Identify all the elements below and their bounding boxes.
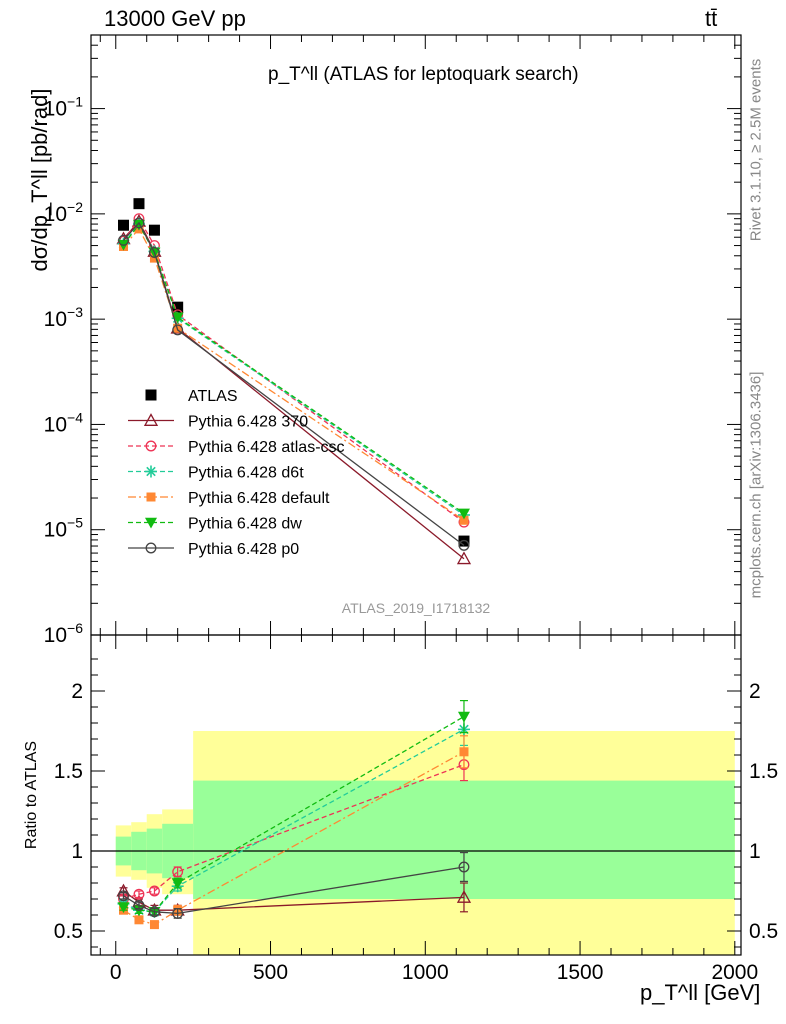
ratio-tick-label-right: 1 (749, 840, 761, 863)
series-p370 (116, 213, 472, 565)
tick-label: 10−6 (44, 620, 84, 647)
legend-marker (145, 440, 157, 452)
ratio-point (457, 711, 470, 723)
legend-item: ATLAS (145, 388, 238, 405)
x-axis-title: p_T^ll [GeV] (640, 980, 761, 1005)
plot-title: p_T^ll (ATLAS for leptoquark search) (268, 64, 579, 85)
legend-marker (146, 492, 156, 502)
data-point (118, 234, 129, 246)
series-line (123, 227, 465, 521)
ratio-point (117, 902, 130, 913)
legend-item: Pythia 6.428 p0 (128, 541, 299, 558)
ratio-point (458, 861, 470, 873)
ratio-point (459, 747, 469, 757)
ratio-line (123, 716, 465, 913)
analysis-label: ATLAS_2019_I1718132 (341, 600, 491, 616)
data-point (172, 301, 184, 313)
ratio-series-p0 (118, 851, 470, 919)
data-point (456, 551, 472, 565)
x-axis: 0 500 1000 1500 2000 (99, 35, 758, 984)
series-line (123, 220, 465, 560)
legend-label: Pythia 6.428 atlas-csc (188, 439, 345, 456)
process-label: tt̄ (705, 6, 718, 31)
legend-label: Pythia 6.428 d6t (188, 465, 304, 482)
x-tick-label: 2000 (711, 961, 758, 984)
ratio-point (134, 915, 144, 925)
legend-marker (145, 517, 157, 529)
mcplots-label: mcplots.cern.ch [arXiv:1306.3436] (747, 371, 765, 599)
energy-label: 13000 GeV pp (104, 6, 246, 31)
ratio-point (172, 907, 184, 919)
series-p0 (118, 217, 470, 551)
ratio-point (118, 890, 129, 902)
ratio-frame (90, 634, 742, 956)
ratio-uncertainty-bands (115, 731, 735, 955)
legend-label: Pythia 6.428 default (188, 490, 330, 507)
rivet-label: Rivet 3.1.10, ≥ 2.5M events (747, 58, 765, 242)
data-point (133, 198, 145, 210)
ratio-point (172, 866, 184, 878)
ratio-tick-label: 2 (71, 680, 83, 703)
legend: ATLAS Pythia 6.428 370 Pythia 6.428 atlas-… (128, 388, 345, 558)
tick-label: 10−4 (44, 409, 84, 436)
legend-label: Pythia 6.428 dw (188, 516, 302, 533)
data-point (458, 539, 470, 551)
ratio-point (149, 920, 159, 930)
ratio-series-dw (117, 699, 470, 918)
data-point (133, 217, 145, 229)
x-tick-label: 0 (110, 961, 122, 984)
legend-item: Pythia 6.428 370 (128, 413, 308, 431)
ratio-tick-label: 1.5 (54, 760, 83, 783)
legend-marker (145, 465, 157, 478)
x-tick-label: 1000 (402, 961, 449, 984)
ratio-point (149, 885, 160, 897)
legend-label: Pythia 6.428 370 (188, 414, 308, 431)
legend-label: ATLAS (188, 388, 238, 405)
ratio-y-axis: 0.5 0.5 1 1 1.5 1.5 2 2 (54, 658, 778, 948)
data-point (132, 219, 145, 231)
x-tick-label: 500 (253, 961, 288, 984)
ratio-point (149, 906, 160, 918)
legend-item: Pythia 6.428 default (128, 490, 330, 507)
legend-item: Pythia 6.428 d6t (128, 465, 304, 482)
legend-marker (145, 542, 157, 554)
data-point (171, 312, 184, 324)
data-point (457, 508, 470, 520)
data-point (149, 247, 160, 258)
legend-item: Pythia 6.428 atlas-csc (128, 439, 345, 456)
ratio-tick-label-right: 2 (749, 680, 761, 703)
main-y-axis: 10−610−510−410−310−210−1 (44, 44, 741, 647)
ratio-point (133, 888, 145, 900)
legend-label: Pythia 6.428 p0 (188, 541, 299, 558)
ratio-y-axis-title: Ratio to ATLAS (23, 740, 40, 850)
ratio-tick-label: 1 (71, 840, 83, 863)
legend-marker (145, 389, 157, 401)
legend-item: Pythia 6.428 dw (128, 516, 302, 533)
ratio-tick-label-right: 1.5 (749, 760, 778, 783)
tick-label: 10−3 (44, 304, 84, 331)
x-tick-label: 1500 (557, 961, 604, 984)
ratio-tick-label: 0.5 (54, 920, 83, 943)
legend-marker (143, 413, 159, 426)
tick-label: 10−5 (44, 515, 84, 542)
ratio-point (133, 899, 145, 911)
data-point (118, 219, 129, 231)
ratio-point (456, 890, 472, 903)
data-point (148, 224, 160, 236)
main-y-axis-title: dσ/dp_T^ll [pb/rad] (27, 88, 52, 272)
data-point (459, 515, 469, 525)
ratio-tick-label-right: 0.5 (749, 920, 778, 943)
ratio-point (171, 878, 184, 889)
data-point (172, 324, 184, 336)
series-line (123, 221, 465, 546)
